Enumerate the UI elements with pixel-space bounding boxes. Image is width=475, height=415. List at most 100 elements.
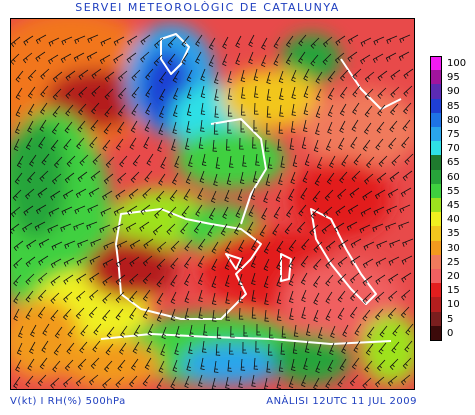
wind-barb bbox=[315, 360, 321, 374]
wind-barb bbox=[184, 307, 190, 321]
legend-label: 60 bbox=[447, 171, 460, 183]
wind-barb bbox=[235, 35, 242, 48]
legend-swatch bbox=[430, 226, 442, 242]
wind-barb bbox=[198, 136, 204, 149]
legend-label: 55 bbox=[447, 185, 460, 197]
wind-barb bbox=[213, 173, 218, 187]
wind-barb bbox=[171, 138, 176, 152]
wind-barb bbox=[11, 223, 20, 234]
wind-barb bbox=[15, 87, 23, 100]
wind-barb bbox=[269, 326, 274, 339]
legend-label: 25 bbox=[447, 256, 460, 268]
wind-barb bbox=[337, 256, 348, 268]
legend-swatch bbox=[430, 198, 442, 213]
wind-barb bbox=[401, 136, 410, 149]
wind-barb bbox=[279, 87, 284, 100]
wind-barb bbox=[25, 290, 34, 303]
wind-barb bbox=[30, 324, 37, 337]
wind-barb bbox=[64, 172, 75, 184]
wind-barb bbox=[208, 54, 215, 67]
wind-barb bbox=[181, 35, 190, 48]
wind-barb bbox=[290, 171, 296, 185]
wind-barb bbox=[273, 53, 280, 66]
wind-barb bbox=[64, 359, 74, 371]
wind-barb bbox=[184, 239, 193, 252]
wind-barb bbox=[300, 374, 307, 388]
wind-barb bbox=[88, 374, 99, 386]
legend-swatch bbox=[430, 70, 442, 86]
wind-barb bbox=[197, 272, 204, 286]
wind-barb bbox=[166, 223, 176, 235]
wind-barb bbox=[54, 326, 63, 339]
wind-barb bbox=[310, 207, 320, 219]
wind-barb bbox=[341, 341, 348, 354]
wind-barb bbox=[391, 341, 400, 354]
wind-barb bbox=[50, 275, 61, 286]
wind-barb bbox=[52, 360, 61, 373]
wind-barb bbox=[339, 69, 349, 82]
wind-barb bbox=[337, 375, 346, 388]
legend-swatch bbox=[430, 169, 442, 185]
wind-barb bbox=[103, 241, 115, 251]
wind-barb bbox=[115, 257, 127, 268]
wind-barb bbox=[296, 221, 306, 234]
wind-barb bbox=[131, 103, 139, 116]
wind-barb bbox=[159, 88, 166, 101]
wind-barb bbox=[329, 342, 335, 356]
wind-barb bbox=[351, 170, 361, 182]
wind-barb bbox=[61, 206, 73, 216]
wind-barb bbox=[222, 206, 229, 219]
wind-barb bbox=[37, 289, 47, 302]
wind-barb bbox=[22, 222, 33, 233]
wind-barb bbox=[315, 88, 322, 101]
wind-barb bbox=[76, 256, 88, 266]
wind-barb bbox=[403, 102, 412, 115]
wind-barb bbox=[375, 291, 385, 303]
coastline-north-africa bbox=[100, 333, 392, 345]
wind-barb bbox=[103, 173, 114, 185]
wind-barb bbox=[116, 240, 128, 250]
wind-barb bbox=[64, 240, 76, 250]
wind-barb bbox=[389, 171, 400, 183]
wind-barb bbox=[235, 205, 242, 218]
wind-barb bbox=[261, 37, 268, 50]
wind-barb bbox=[253, 357, 259, 370]
wind-barb bbox=[239, 137, 244, 150]
wind-barb bbox=[255, 340, 260, 353]
wind-barb bbox=[352, 85, 361, 98]
wind-barb bbox=[387, 307, 397, 319]
wind-barb bbox=[325, 138, 332, 152]
wind-barb bbox=[129, 290, 138, 303]
wind-barb bbox=[350, 136, 358, 149]
wind-barb bbox=[35, 204, 47, 215]
wind-barb bbox=[240, 121, 245, 133]
wind-barb bbox=[117, 104, 126, 117]
wind-barb bbox=[303, 119, 308, 132]
wind-barb bbox=[339, 171, 348, 184]
wind-barb bbox=[113, 53, 124, 64]
wind-barb bbox=[226, 172, 232, 186]
wind-barb bbox=[246, 221, 254, 234]
wind-barb bbox=[50, 309, 59, 322]
legend-label: 70 bbox=[447, 143, 460, 155]
wind-barb bbox=[227, 121, 232, 134]
wind-barb bbox=[362, 275, 373, 286]
wind-barb bbox=[278, 121, 284, 134]
wind-barb bbox=[327, 359, 334, 372]
wind-barb bbox=[403, 68, 414, 79]
wind-barb bbox=[104, 71, 115, 83]
wind-barb bbox=[347, 34, 359, 45]
wind-barb bbox=[279, 104, 284, 117]
wind-barb bbox=[363, 241, 375, 251]
wind-barb bbox=[377, 104, 386, 117]
wind-barb bbox=[125, 222, 137, 232]
legend-swatch bbox=[430, 325, 442, 341]
wind-barb bbox=[174, 342, 179, 356]
wind-barb bbox=[372, 53, 384, 63]
wind-barb bbox=[309, 224, 319, 236]
wind-barb bbox=[347, 204, 359, 215]
wind-barb bbox=[161, 326, 167, 340]
wind-barb bbox=[353, 153, 362, 166]
wind-barb bbox=[255, 153, 260, 166]
wind-barb bbox=[200, 357, 205, 370]
